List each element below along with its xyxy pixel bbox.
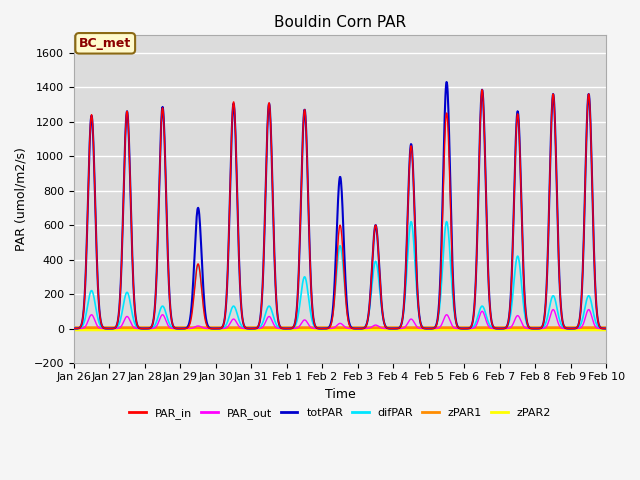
X-axis label: Time: Time bbox=[324, 388, 355, 401]
Text: BC_met: BC_met bbox=[79, 37, 131, 50]
Y-axis label: PAR (umol/m2/s): PAR (umol/m2/s) bbox=[15, 147, 28, 251]
Title: Bouldin Corn PAR: Bouldin Corn PAR bbox=[274, 15, 406, 30]
Legend: PAR_in, PAR_out, totPAR, difPAR, zPAR1, zPAR2: PAR_in, PAR_out, totPAR, difPAR, zPAR1, … bbox=[125, 403, 556, 423]
